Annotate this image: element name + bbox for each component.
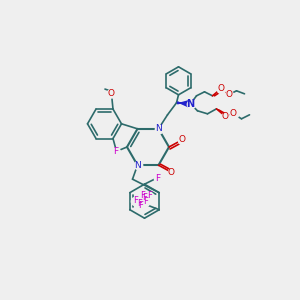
- Text: O: O: [168, 168, 175, 177]
- Polygon shape: [178, 101, 188, 107]
- Text: F: F: [138, 201, 143, 210]
- Text: F: F: [113, 147, 119, 156]
- Text: O: O: [225, 90, 232, 99]
- Text: O: O: [217, 84, 224, 93]
- Text: O: O: [230, 109, 237, 118]
- Text: F: F: [143, 197, 148, 206]
- Text: F: F: [140, 191, 145, 200]
- Text: O: O: [221, 112, 228, 121]
- Text: O: O: [178, 136, 185, 145]
- Text: N: N: [186, 99, 195, 109]
- Text: F: F: [133, 196, 138, 205]
- Text: N: N: [134, 161, 141, 170]
- Text: F: F: [142, 193, 147, 202]
- Text: O: O: [107, 88, 115, 98]
- Text: F: F: [155, 174, 160, 183]
- Text: F: F: [137, 199, 142, 208]
- Text: F: F: [147, 191, 152, 200]
- Text: N: N: [155, 124, 162, 133]
